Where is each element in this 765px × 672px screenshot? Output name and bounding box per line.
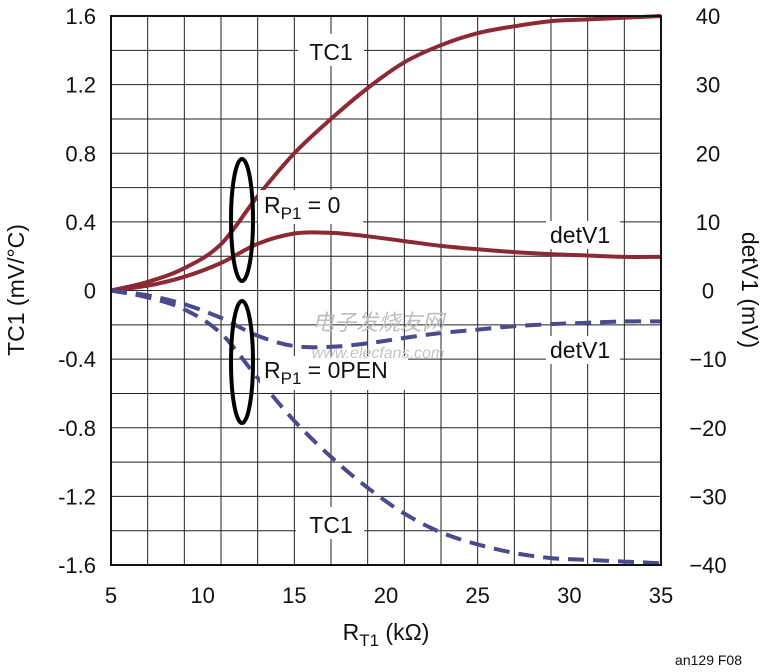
y-left-tick-label: 1.6 <box>65 4 96 29</box>
x-tick-labels: 5 10 15 20 25 30 35 <box>105 583 673 608</box>
y-left-axis-title: TC1 (mV/°C) <box>3 224 29 356</box>
watermark-text: 电子发烧友网 <box>312 311 447 336</box>
label-detv1-top: detV1 <box>550 222 610 248</box>
label-tc1-top: TC1 <box>309 39 352 65</box>
y-right-tick-label: 40 <box>696 4 720 29</box>
plot-frame <box>110 15 662 566</box>
y-left-tick-label: -1.2 <box>58 484 96 509</box>
x-tick-label: 15 <box>282 583 306 608</box>
x-tick-label: 35 <box>649 583 673 608</box>
y-right-tick-label: −30 <box>689 484 726 509</box>
series-line-2 <box>110 230 662 293</box>
x-tick-label: 30 <box>557 583 581 608</box>
x-tick-label: 5 <box>105 583 117 608</box>
y-left-tick-label: -0.4 <box>58 347 96 372</box>
y-right-axis-title: detV1 (mV) <box>737 232 763 348</box>
x-tick-label: 20 <box>374 583 398 608</box>
y-right-tick-label: 30 <box>696 73 720 98</box>
rp1-open-ellipse <box>229 299 255 425</box>
watermark-url: www.elecfans.com <box>312 345 445 362</box>
y-right-tick-label: −40 <box>689 553 726 578</box>
x-tick-label: 25 <box>465 583 489 608</box>
series-line-4 <box>110 288 662 566</box>
y-left-tick-label: -1.6 <box>58 553 96 578</box>
x-tick-label: 10 <box>190 583 214 608</box>
y-left-tick-label: 0.4 <box>65 210 96 235</box>
label-tc1-bottom: TC1 <box>309 512 352 538</box>
label-detv1-bottom: detV1 <box>550 337 610 363</box>
y-left-tick-label: 0.8 <box>65 141 96 166</box>
series-curves <box>110 14 662 566</box>
y-right-tick-label: 0 <box>702 279 714 304</box>
y-right-tick-label: −10 <box>689 347 726 372</box>
y-left-tick-label: 0 <box>84 279 96 304</box>
label-rp1-open: RP1 = 0PEN <box>264 357 388 388</box>
x-axis-title: RT1 (kΩ) <box>343 619 430 650</box>
y-left-tick-label: -0.8 <box>58 416 96 441</box>
y-right-tick-label: −20 <box>689 416 726 441</box>
rp1-zero-ellipse <box>229 157 255 283</box>
y-right-tick-label: 20 <box>696 141 720 166</box>
y-right-tick-labels: 40 30 20 10 0 −10 −20 −30 −40 <box>689 4 726 578</box>
series-line-1 <box>110 14 662 293</box>
figure-credit: an129 F08 <box>675 652 742 668</box>
label-rp1-zero: RP1 = 0 <box>264 192 340 223</box>
series-line-3 <box>110 288 662 350</box>
grid-lines <box>111 16 661 565</box>
y-left-tick-label: 1.2 <box>65 73 96 98</box>
y-right-tick-label: 10 <box>696 210 720 235</box>
y-left-tick-labels: 1.6 1.2 0.8 0.4 0 -0.4 -0.8 -1.2 -1.6 <box>58 4 96 578</box>
